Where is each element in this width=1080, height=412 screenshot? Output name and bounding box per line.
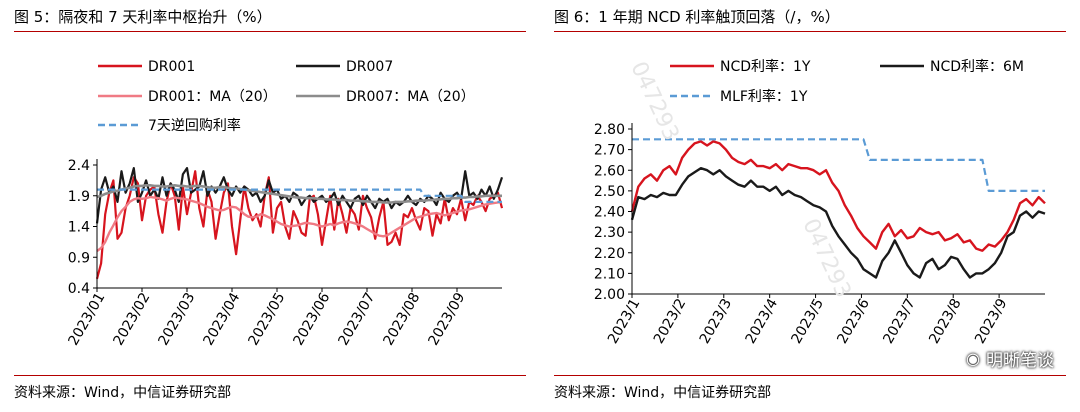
x-tick-label: 2023/3 [697,296,735,347]
chart-title: 图 5：隔夜和 7 天利率中枢抬升（%） [14,8,272,26]
chart-title: 图 6：1 年期 NCD 利率触顶回落（/，%） [554,8,840,26]
legend-label: NCD利率：1Y [720,58,811,75]
y-tick-label: 0.4 [68,281,90,297]
x-tick-label: 2023/9 [972,296,1010,347]
x-tick-label: 2023/03 [156,290,199,348]
x-tick-label: 2023/09 [426,290,469,348]
x-tick-label: 2023/05 [246,290,289,348]
x-tick-label: 2023/8 [926,296,964,347]
x-tick-label: 2023/2 [651,296,689,347]
wechat-icon: ◉ [966,349,980,368]
series-line [632,138,1045,192]
y-tick-label: 2.40 [594,205,625,221]
source-rule [14,375,526,376]
brand-badge: ◉ 明晰笔谈 [966,346,1054,371]
line-chart-right: NCD利率：1Y NCD利率：6M MLF利率：1Y 2.00 2.10 2.20 2.30… [594,58,1046,347]
y-tick-label: 2.30 [594,225,625,241]
x-tick-label: 2023/6 [834,296,873,347]
x-tick-label: 2023/02 [111,290,154,348]
y-tick-label: 0.9 [68,250,90,266]
x-tick-label: 2023/01 [66,290,109,348]
series-line [630,166,1046,279]
legend-label: NCD利率：6M [930,58,1024,75]
legend-label: DR001 [148,59,195,75]
y-tick-label: 2.60 [594,163,625,179]
title-rule [554,31,1066,32]
source-note: 资料来源：Wind，中信证券研究部 [14,385,232,401]
series-line [96,195,503,253]
x-tick-label: 2023/7 [880,296,918,347]
series-line [97,188,502,203]
x-tick-label: 2023/08 [381,290,424,348]
legend-label: DR007：MA（20） [346,89,475,105]
brand-name: 明晰笔谈 [986,351,1054,371]
y-tick-label: 2.00 [594,287,625,303]
legend-label: DR007 [346,59,393,75]
y-tick-label: 2.50 [594,184,625,200]
series-line [95,170,504,280]
y-tick-label: 1.9 [68,189,90,205]
legend-label: 7天逆回购利率 [148,117,241,134]
chart-panel-right: 图 6：1 年期 NCD 利率触顶回落（/，%） NCD利率：1Y NCD利率：6… [540,0,1080,412]
title-rule [14,31,526,32]
y-tick-label: 2.80 [594,122,625,138]
y-tick-label: 2.70 [594,143,625,159]
series-line [96,184,502,204]
series-line [630,140,1046,252]
x-tick-label: 2023/1 [605,296,643,347]
legend-label: MLF利率：1Y [720,88,808,105]
source-note: 资料来源：Wind，中信证券研究部 [554,385,772,401]
y-tick-label: 2.20 [594,246,625,262]
x-tick-label: 2023/4 [743,296,782,347]
line-chart-left: DR001 DR007 DR001：MA（20） DR007：MA（20） 7天逆回购利… [66,59,504,348]
chart-panel-left: 图 5：隔夜和 7 天利率中枢抬升（%） DR001 DR007 DR001：MA（… [14,8,526,401]
y-tick-label: 2.10 [594,266,625,282]
source-rule [554,375,1066,376]
x-tick-label: 2023/07 [336,290,379,348]
y-tick-label: 1.4 [68,220,90,236]
legend-label: DR001：MA（20） [148,89,277,105]
x-tick-label: 2023/06 [291,290,334,348]
x-tick-label: 2023/5 [789,296,827,347]
x-tick-label: 2023/04 [201,290,244,348]
y-tick-label: 2.4 [68,158,90,174]
